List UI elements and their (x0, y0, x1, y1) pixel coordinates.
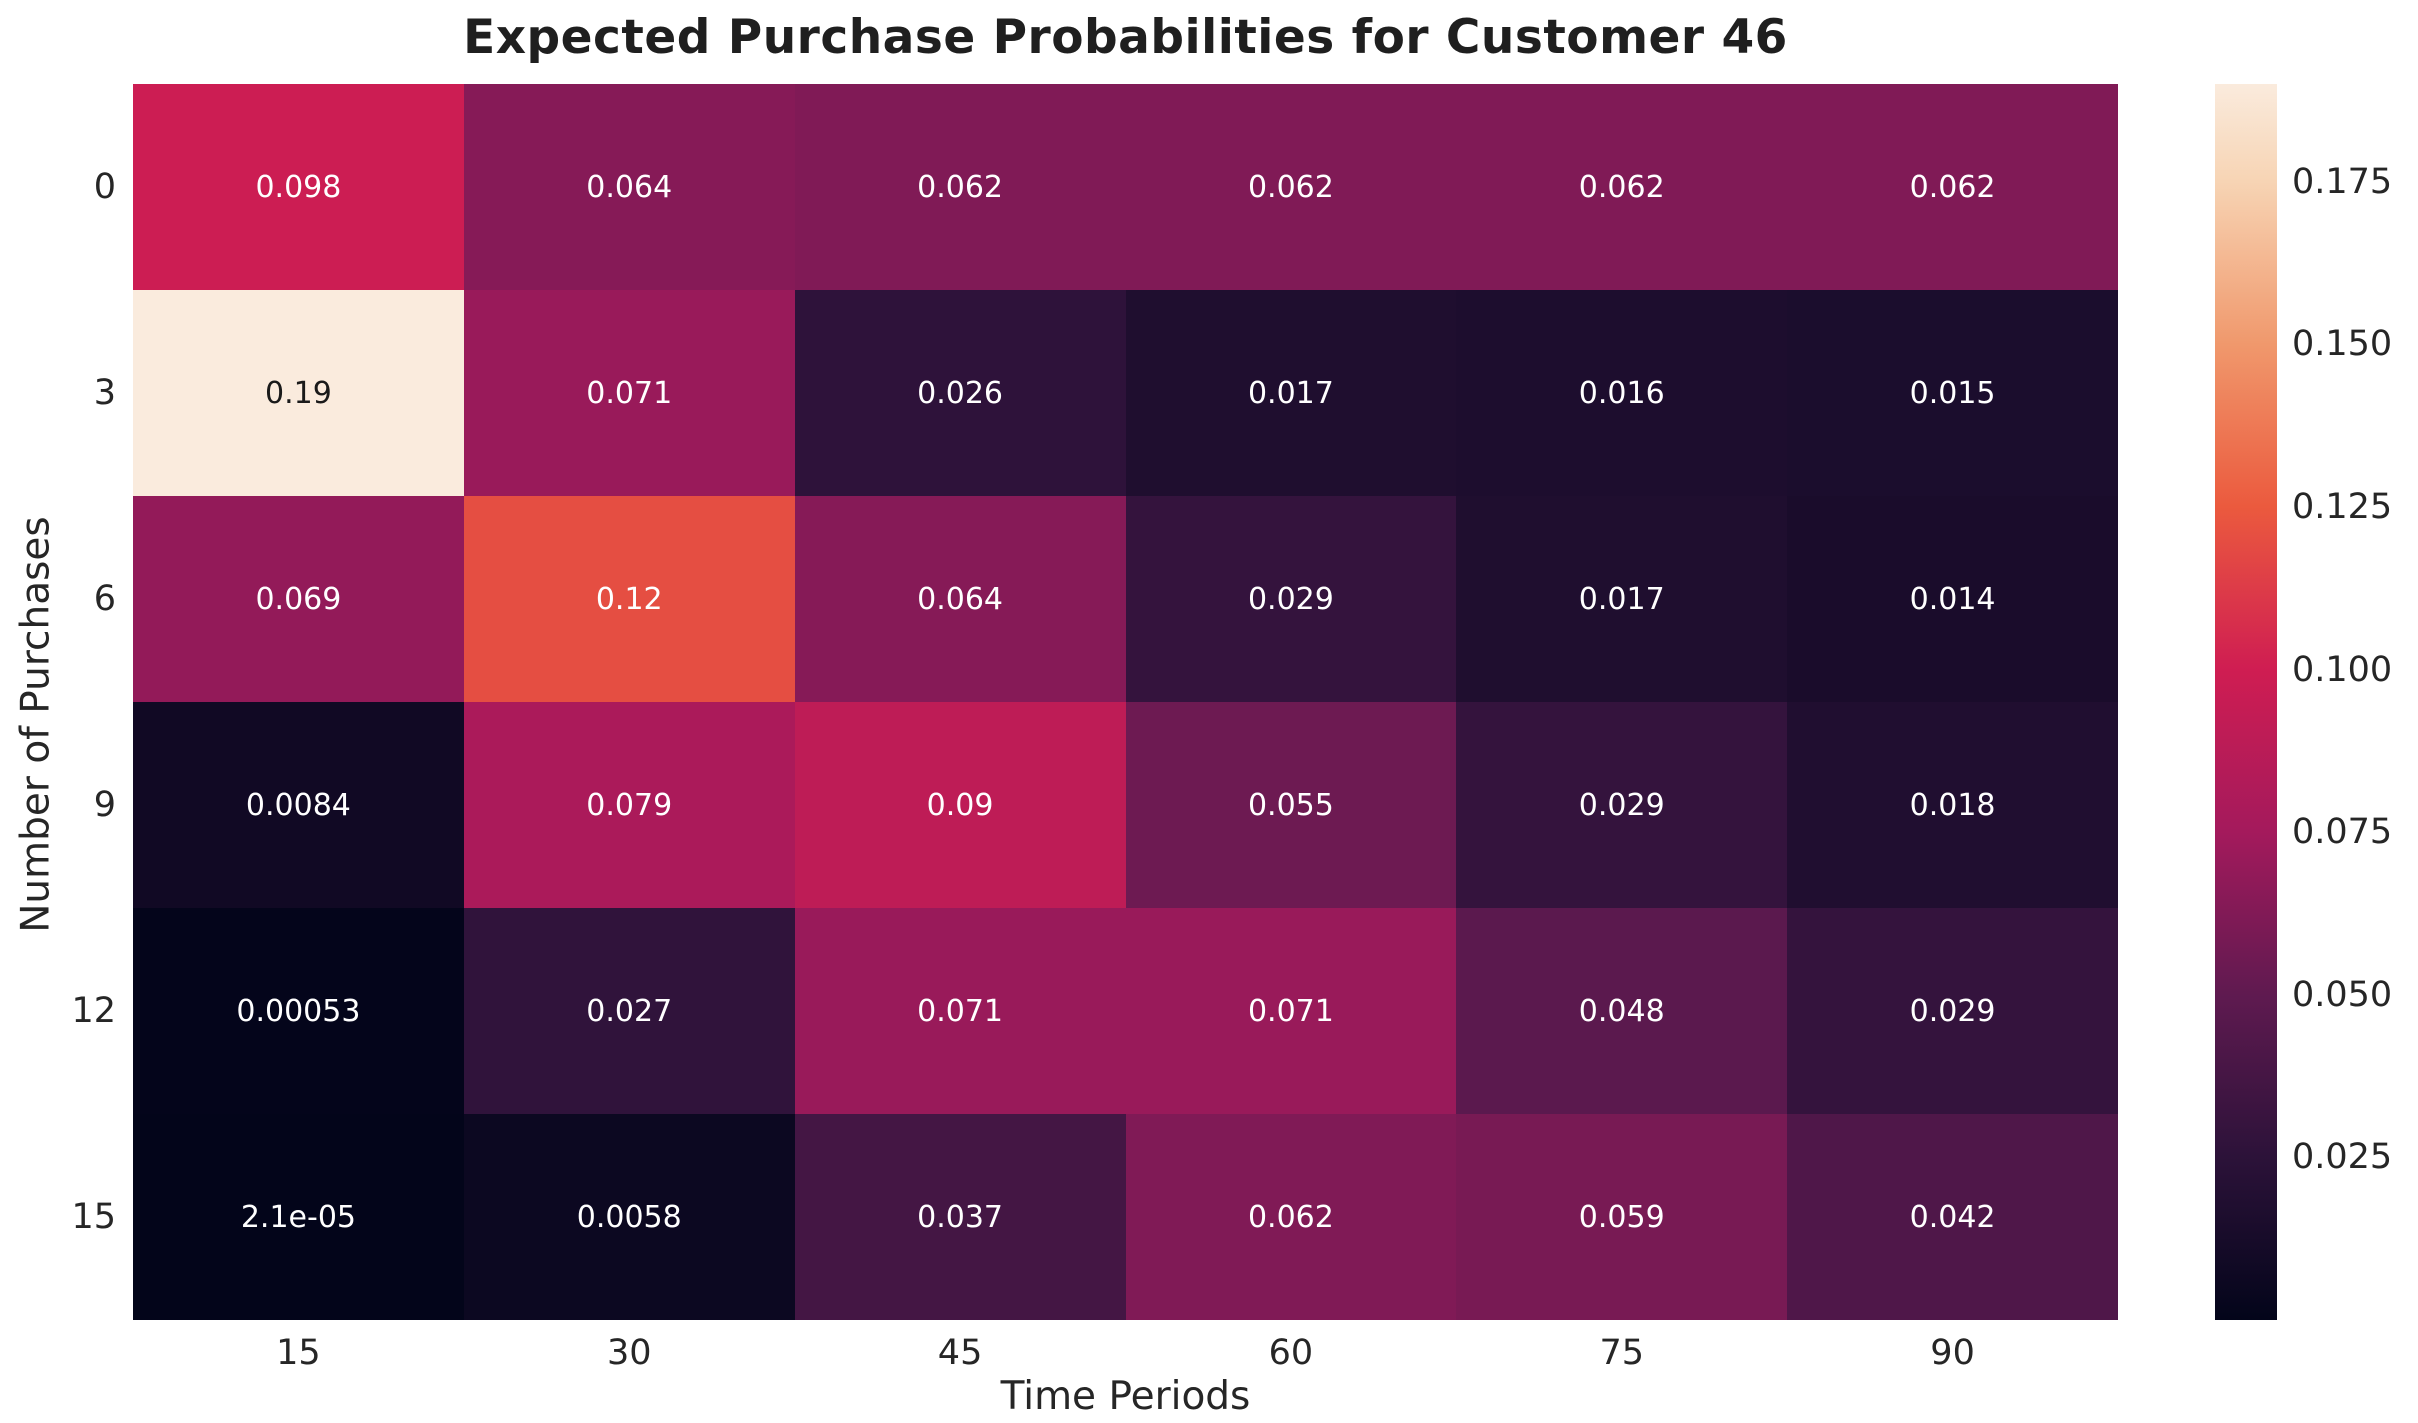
heatmap-cell: 0.014 (1787, 496, 2118, 702)
heatmap-cell: 0.09 (794, 702, 1126, 908)
heatmap-cell: 0.0084 (133, 702, 464, 908)
heatmap-cell: 0.12 (463, 496, 795, 702)
y-tick-label: 3 (93, 373, 116, 413)
x-tick-label: 30 (606, 1333, 652, 1373)
heatmap-cell: 0.079 (463, 702, 795, 908)
heatmap-cell: 0.026 (794, 290, 1126, 496)
heatmap-cell: 0.037 (794, 1114, 1126, 1320)
heatmap-cell: 0.055 (1125, 702, 1457, 908)
heatmap-cell: 0.059 (1456, 1114, 1788, 1320)
heatmap-cell: 0.018 (1787, 702, 2118, 908)
heatmap-cell: 0.042 (1787, 1114, 2118, 1320)
heatmap-cell: 0.00053 (133, 908, 464, 1114)
heatmap-cell: 0.062 (1125, 1114, 1457, 1320)
heatmap-cell: 0.017 (1125, 290, 1457, 496)
heatmap-cell: 0.048 (1456, 908, 1788, 1114)
heatmap-cell: 0.071 (463, 290, 795, 496)
x-tick-label: 45 (937, 1333, 983, 1373)
heatmap-grid: 0.098 0.064 0.062 0.062 0.062 0.062 0.19 0.071 0… (133, 84, 2118, 1320)
heatmap-cell: 0.064 (794, 496, 1126, 702)
y-axis-label: Number of Purchases (13, 516, 59, 933)
x-tick-label: 90 (1930, 1333, 1975, 1373)
heatmap-cell: 0.19 (133, 290, 464, 496)
heatmap-cell: 0.071 (794, 908, 1126, 1114)
x-tick-label: 60 (1268, 1333, 1314, 1373)
heatmap-cell: 0.016 (1456, 290, 1788, 496)
colorbar (2215, 84, 2277, 1320)
heatmap-cell: 0.017 (1456, 496, 1788, 702)
heatmap-cell: 0.027 (463, 908, 795, 1114)
colorbar-tick-label: 0.075 (2292, 812, 2393, 853)
heatmap-cell: 0.015 (1787, 290, 2118, 496)
y-tick-label: 0 (93, 167, 116, 207)
heatmap-cell: 0.062 (1787, 84, 2118, 290)
heatmap-cell: 0.062 (1125, 84, 1457, 290)
x-axis-label: Time Periods (1000, 1374, 1251, 1419)
colorbar-tick-label: 0.125 (2292, 486, 2393, 527)
x-tick-label: 75 (1599, 1333, 1645, 1373)
colorbar-tick-label: 0.100 (2292, 649, 2393, 690)
x-tick-label: 15 (276, 1333, 321, 1373)
heatmap-cell: 2.1e-05 (133, 1114, 464, 1320)
heatmap-cell: 0.029 (1787, 908, 2118, 1114)
chart-title: Expected Purchase Probabilities for Cust… (463, 10, 1788, 65)
heatmap-cell: 0.062 (1456, 84, 1788, 290)
heatmap-cell: 0.064 (463, 84, 795, 290)
colorbar-tick-label: 0.025 (2292, 1137, 2393, 1178)
colorbar-tick-label: 0.175 (2292, 161, 2393, 202)
heatmap-cell: 0.069 (133, 496, 464, 702)
heatmap-cell: 0.098 (133, 84, 464, 290)
heatmap-cell: 0.029 (1125, 496, 1457, 702)
heatmap-cell: 0.062 (794, 84, 1126, 290)
heatmap-cell: 0.0058 (463, 1114, 795, 1320)
y-tick-label: 15 (71, 1197, 116, 1237)
y-tick-label: 9 (93, 785, 116, 825)
colorbar-tick-label: 0.050 (2292, 974, 2393, 1015)
heatmap-cell: 0.029 (1456, 702, 1788, 908)
colorbar-tick-label: 0.150 (2292, 324, 2393, 365)
y-tick-label: 6 (93, 579, 116, 619)
y-tick-label: 12 (71, 991, 116, 1031)
heatmap-cell: 0.071 (1125, 908, 1457, 1114)
